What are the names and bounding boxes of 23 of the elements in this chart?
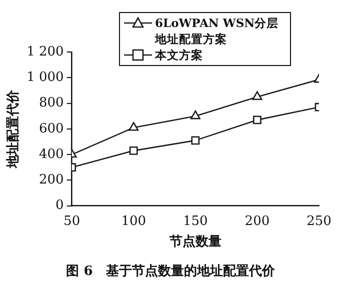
- y-tick-label: 200: [38, 172, 64, 188]
- x-tick-label: 150: [182, 214, 208, 229]
- x-tick-label: 250: [306, 214, 332, 229]
- text: 图 6 基于节点数量的地址配置代价: [65, 263, 276, 280]
- y-axis-title: 地址配置代价: [6, 88, 22, 169]
- x-tick-label: 100: [121, 214, 146, 229]
- point: [253, 116, 262, 124]
- point: [252, 91, 262, 100]
- y-tick-label: 400: [38, 146, 64, 162]
- x-tick-label: 50: [64, 214, 80, 229]
- legend-label: 本文方案: [155, 47, 203, 63]
- legend-label: 6LoWPAN WSN分层地址配置方案: [155, 15, 280, 47]
- x-axis-title: 节点数量: [168, 234, 222, 250]
- point: [128, 122, 139, 131]
- point: [190, 110, 200, 120]
- y-tick-label: 800: [38, 96, 64, 111]
- point: [129, 146, 138, 155]
- y-tick-label: 0: [56, 198, 64, 214]
- y-tick-label: 1 000: [26, 70, 64, 86]
- point: [191, 136, 200, 145]
- x-tick-label: 200: [244, 214, 270, 229]
- y-tick-label: 600: [38, 121, 64, 136]
- y-tick-label: 1 200: [26, 44, 64, 60]
